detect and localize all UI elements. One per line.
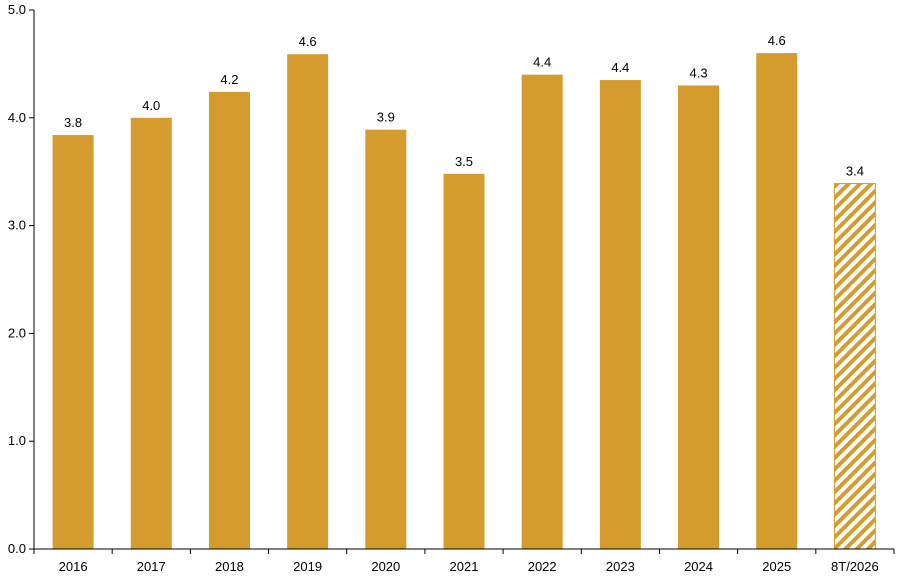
data-label: 4.6 <box>299 34 317 49</box>
y-tick-label: 4.0 <box>8 110 26 125</box>
data-label: 4.4 <box>533 55 551 70</box>
x-tick-label: 2023 <box>606 559 635 574</box>
y-tick-label: 5.0 <box>8 2 26 17</box>
data-label: 4.2 <box>220 72 238 87</box>
bar-2025 <box>756 53 798 550</box>
bar-2022 <box>521 74 563 550</box>
x-tick-label: 2022 <box>528 559 557 574</box>
bar-2023 <box>599 80 641 549</box>
labels-layer: 3.8 2016 4.0 2017 4.2 2018 4.6 2019 3.9 2020 3.5 20… <box>8 2 879 574</box>
x-tick-label: 2024 <box>684 559 713 574</box>
bar-2018 <box>208 91 250 549</box>
y-tick-label: 2.0 <box>8 325 26 340</box>
data-label: 4.4 <box>611 60 629 75</box>
bar-8t-2026 <box>833 183 876 550</box>
x-tick-label: 2017 <box>137 559 166 574</box>
y-tick-label: 3.0 <box>8 218 26 233</box>
x-tick-label: 2016 <box>59 559 88 574</box>
y-tick-label: 1.0 <box>8 433 26 448</box>
bar-2019 <box>287 54 329 550</box>
y-tick-label: 0.0 <box>8 541 26 556</box>
x-tick-label: 2019 <box>293 559 322 574</box>
bar-2017 <box>130 117 172 550</box>
bar-2021 <box>443 173 485 549</box>
x-tick-label: 2021 <box>450 559 479 574</box>
data-label: 3.4 <box>846 164 864 179</box>
bar-2016 <box>52 135 94 549</box>
axes-layer <box>29 9 895 554</box>
bars-layer <box>52 53 876 550</box>
data-label: 4.0 <box>142 98 160 113</box>
x-tick-label: 2018 <box>215 559 244 574</box>
data-label: 4.3 <box>690 65 708 80</box>
x-tick-label: 2020 <box>371 559 400 574</box>
data-label: 3.5 <box>455 154 473 169</box>
data-label: 3.8 <box>64 115 82 130</box>
data-label: 4.6 <box>768 33 786 48</box>
x-tick-label: 8T/2026 <box>831 559 879 574</box>
bar-2024 <box>678 85 720 550</box>
data-label: 3.9 <box>377 110 395 125</box>
bar-2020 <box>365 129 407 549</box>
x-tick-label: 2025 <box>762 559 791 574</box>
